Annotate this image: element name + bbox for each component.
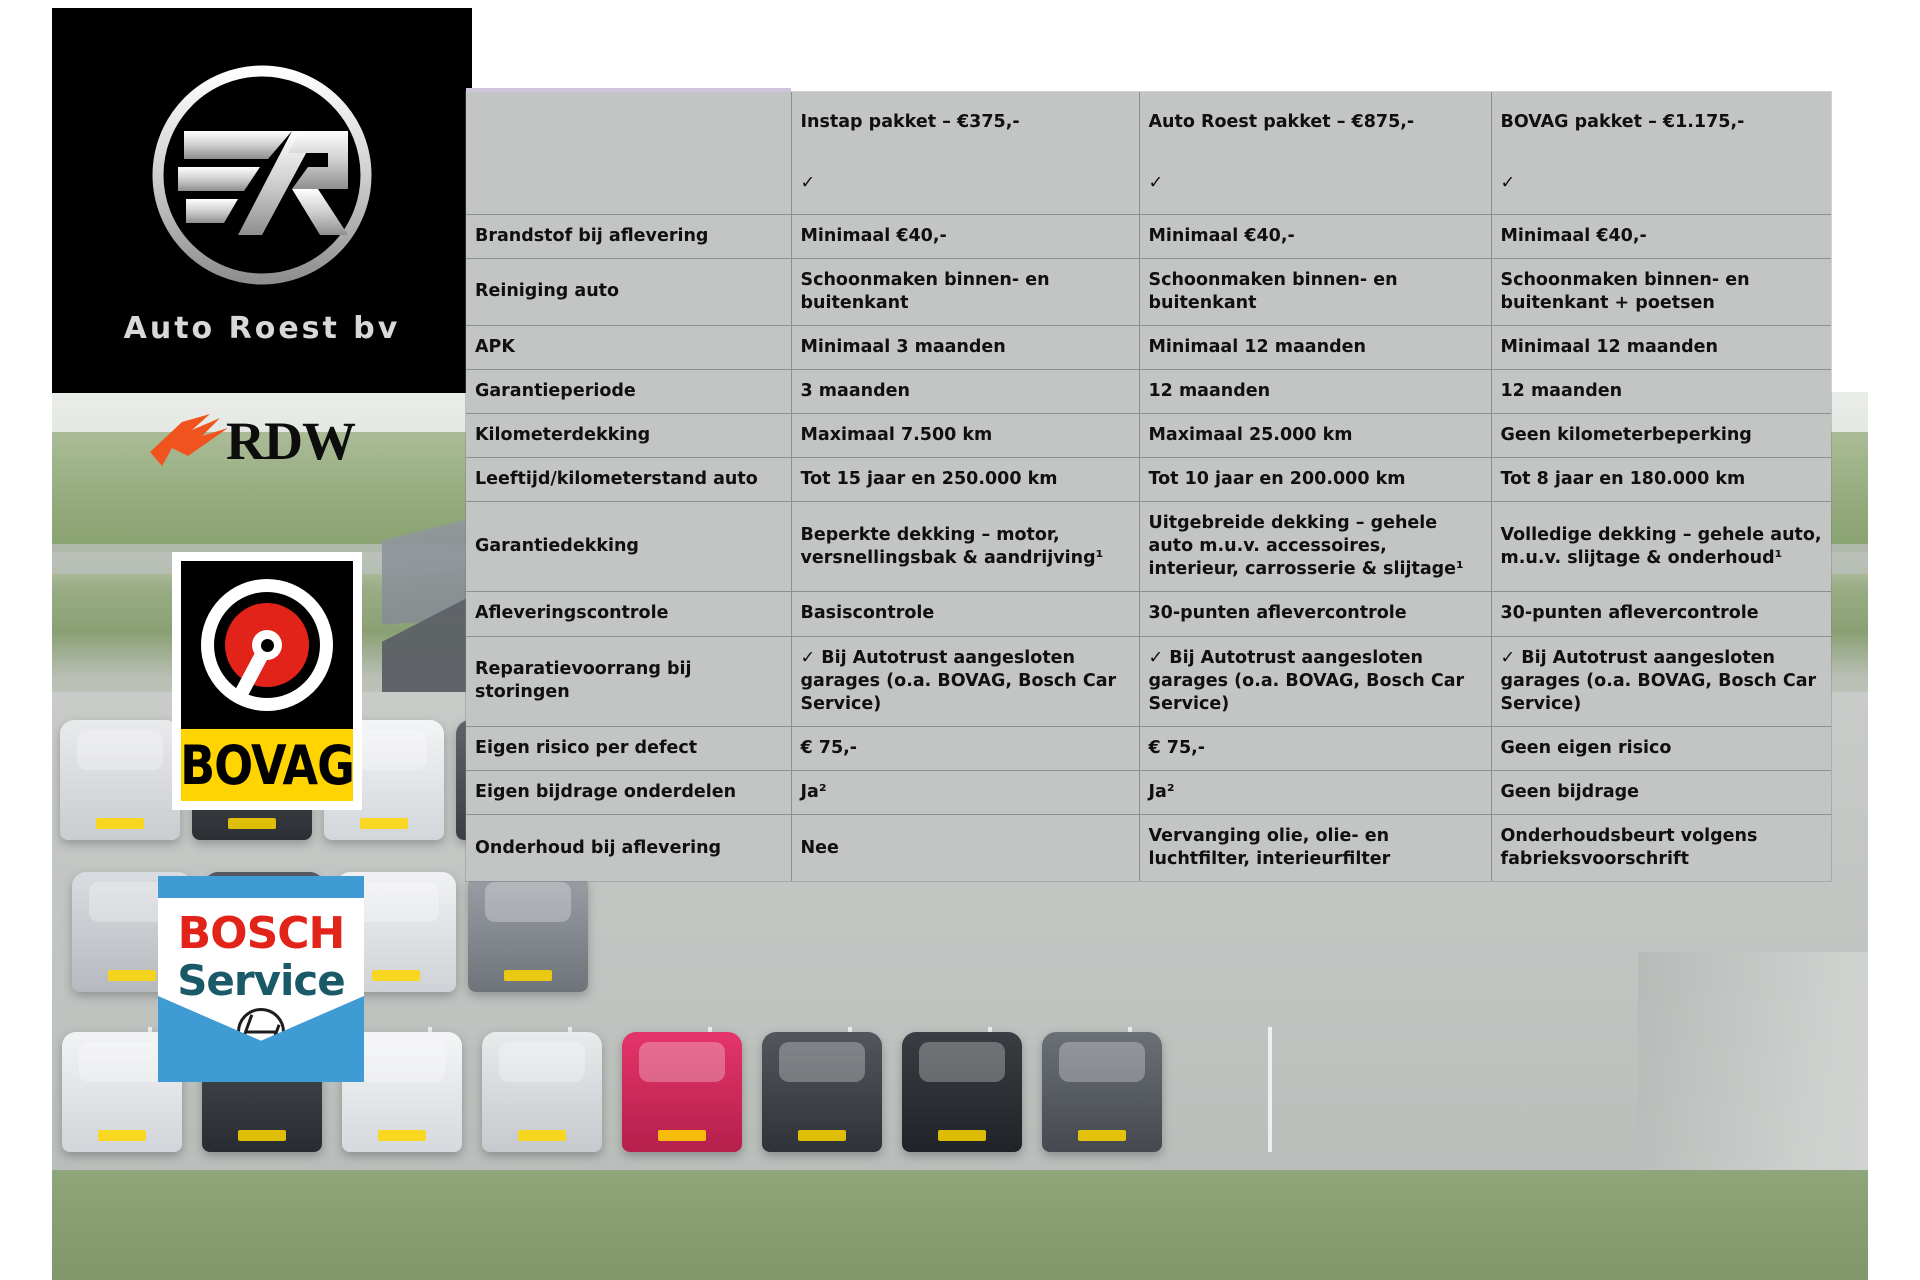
column-header-feature <box>466 88 792 154</box>
bovag-wordmark-band: BOVAG <box>180 729 355 801</box>
table-row: Reiniging auto Schoonmaken binnen- en bu… <box>466 258 1831 326</box>
cell-garantiedekking-instap: Beperkte dekking – motor, versnellingsba… <box>791 501 1140 593</box>
cell-reparatievoorrang-instap: ✓ Bij Autotrust aangesloten garages (o.a… <box>791 636 1140 727</box>
table-header: Instap pakket – €375,- Auto Roest pakket… <box>466 88 1831 154</box>
bosch-wordmark: BOSCH <box>177 908 346 959</box>
cell-garantiedekking-bovag: Volledige dekking – gehele auto, m.u.v. … <box>1491 501 1831 593</box>
bosch-top-band <box>158 876 364 898</box>
cell-leeftijd-auto-roest: Tot 10 jaar en 200.000 km <box>1139 457 1492 503</box>
cell-apk-bovag: Minimaal 12 maanden <box>1491 325 1831 370</box>
table-header-row: Instap pakket – €375,- Auto Roest pakket… <box>466 88 1831 154</box>
photo-grass-verge <box>52 1170 1868 1280</box>
photo-car-row-bottom <box>52 1022 1868 1152</box>
bovag-emblem-icon <box>181 561 353 729</box>
bovag-logo: BOVAG <box>172 552 362 810</box>
rdw-wordmark: RDW <box>226 411 356 471</box>
cell-kilometerdekking-bovag: Geen kilometerbeperking <box>1491 413 1831 459</box>
cell-brandstof-auto-roest: Minimaal €40,- <box>1139 214 1492 259</box>
cell-leeftijd-instap: Tot 15 jaar en 250.000 km <box>791 457 1140 503</box>
cell-garantieperiode-auto-roest: 12 maanden <box>1139 369 1492 414</box>
auto-roest-monogram-icon <box>142 55 382 295</box>
cell-reiniging-auto-roest: Schoonmaken binnen- en buitenkant <box>1139 258 1492 326</box>
row-label-apk: APK <box>466 325 792 370</box>
check-icon-bovag: ✓ <box>1491 154 1831 215</box>
package-comparison-table: Instap pakket – €375,- Auto Roest pakket… <box>466 88 1831 882</box>
check-icon-instap: ✓ <box>791 154 1140 215</box>
row-label-onderhoud: Onderhoud bij aflevering <box>466 814 792 882</box>
cell-reparatievoorrang-auto-roest: ✓ Bij Autotrust aangesloten garages (o.a… <box>1139 636 1492 727</box>
table-row: Garantiedekking Beperkte dekking – motor… <box>466 501 1831 593</box>
cell-apk-instap: Minimaal 3 maanden <box>791 325 1140 370</box>
cell-onderhoud-bovag: Onderhoudsbeurt volgens fabrieksvoorschr… <box>1500 826 1758 870</box>
row-label-eigen-bijdrage: Eigen bijdrage onderdelen <box>466 770 792 816</box>
cell-reiniging-bovag: Schoonmaken binnen- en buitenkant + poet… <box>1491 258 1831 326</box>
cell-eigen-bijdrage-bovag: Geen bijdrage <box>1491 770 1831 816</box>
cell-garantieperiode-instap: 3 maanden <box>791 369 1140 414</box>
column-header-instap: Instap pakket – €375,- <box>791 92 1140 154</box>
table-row: Kilometerdekking Maximaal 7.500 km Maxim… <box>466 413 1831 459</box>
bovag-wordmark: BOVAG <box>180 733 355 797</box>
table-row: Afleveringscontrole Basiscontrole 30-pun… <box>466 591 1831 637</box>
table-row: Onderhoud bij aflevering Nee Vervanging … <box>466 814 1831 882</box>
row-label-included <box>466 154 792 215</box>
cell-apk-auto-roest: Minimaal 12 maanden <box>1139 325 1492 370</box>
company-logo-panel: Auto Roest bv <box>52 8 472 393</box>
table-row: Leeftijd/kilometerstand auto Tot 15 jaar… <box>466 457 1831 503</box>
cell-leeftijd-bovag: Tot 8 jaar en 180.000 km <box>1491 457 1831 503</box>
rdw-bird-icon <box>150 414 228 466</box>
table-row: Brandstof bij aflevering Minimaal €40,- … <box>466 214 1831 259</box>
cell-onderhoud-auto-roest: Vervanging olie, olie- en luchtfilter, i… <box>1139 814 1492 882</box>
cell-brandstof-bovag: Minimaal €40,- <box>1491 214 1831 259</box>
rdw-logo: RDW <box>148 404 356 484</box>
row-label-afleveringscontrole: Afleveringscontrole <box>466 591 792 637</box>
row-label-reiniging: Reiniging auto <box>466 258 792 326</box>
row-label-garantiedekking: Garantiedekking <box>466 501 792 593</box>
table-row: Eigen risico per defect € 75,- € 75,- Ge… <box>466 726 1831 771</box>
row-label-leeftijd: Leeftijd/kilometerstand auto <box>466 457 792 503</box>
cell-eigen-risico-bovag: Geen eigen risico <box>1491 726 1831 771</box>
table-row: APK Minimaal 3 maanden Minimaal 12 maand… <box>466 325 1831 370</box>
row-label-kilometerdekking: Kilometerdekking <box>466 413 792 459</box>
table-row: Garantieperiode 3 maanden 12 maanden 12 … <box>466 369 1831 414</box>
cell-afleveringscontrole-instap: Basiscontrole <box>791 591 1140 637</box>
cell-reparatievoorrang-bovag: ✓ Bij Autotrust aangesloten garages (o.a… <box>1491 636 1831 727</box>
table-row: Eigen bijdrage onderdelen Ja² Ja² Geen b… <box>466 770 1831 816</box>
cell-onderhoud-instap: Nee <box>791 814 1140 882</box>
row-label-garantieperiode: Garantieperiode <box>466 369 792 414</box>
table-body: ✓ ✓ ✓ Brandstof bij aflevering Minimaal … <box>466 154 1831 882</box>
table-row: Reparatievoorrang bij storingen ✓ Bij Au… <box>466 636 1831 727</box>
cell-kilometerdekking-auto-roest: Maximaal 25.000 km <box>1139 413 1492 459</box>
cell-brandstof-instap: Minimaal €40,- <box>791 214 1140 259</box>
company-name: Auto Roest bv <box>123 311 401 346</box>
column-header-auto-roest: Auto Roest pakket – €875,- <box>1139 92 1492 154</box>
cell-garantiedekking-auto-roest: Uitgebreide dekking – gehele auto m.u.v.… <box>1139 501 1492 593</box>
cell-garantieperiode-bovag: 12 maanden <box>1491 369 1831 414</box>
cell-eigen-bijdrage-auto-roest: Ja² <box>1139 770 1492 816</box>
cell-eigen-risico-instap: € 75,- <box>791 726 1140 771</box>
row-label-brandstof: Brandstof bij aflevering <box>466 214 792 259</box>
bosch-service-logo: BOSCH Service <box>158 876 364 1082</box>
cell-afleveringscontrole-bovag: 30-punten aflevercontrole <box>1491 591 1831 637</box>
column-header-bovag: BOVAG pakket – €1.175,- <box>1491 92 1831 154</box>
row-label-reparatievoorrang: Reparatievoorrang bij storingen <box>466 636 792 727</box>
cell-eigen-risico-auto-roest: € 75,- <box>1139 726 1492 771</box>
check-icon-auto-roest: ✓ <box>1139 154 1492 215</box>
cell-kilometerdekking-instap: Maximaal 7.500 km <box>791 413 1140 459</box>
row-label-eigen-risico: Eigen risico per defect <box>466 726 792 771</box>
cell-reiniging-instap: Schoonmaken binnen- en buitenkant <box>791 258 1140 326</box>
bosch-service-wordmark: Service <box>177 956 346 1005</box>
cell-afleveringscontrole-auto-roest: 30-punten aflevercontrole <box>1139 591 1492 637</box>
cell-eigen-bijdrage-instap: Ja² <box>791 770 1140 816</box>
table-row-included: ✓ ✓ ✓ <box>466 154 1831 215</box>
